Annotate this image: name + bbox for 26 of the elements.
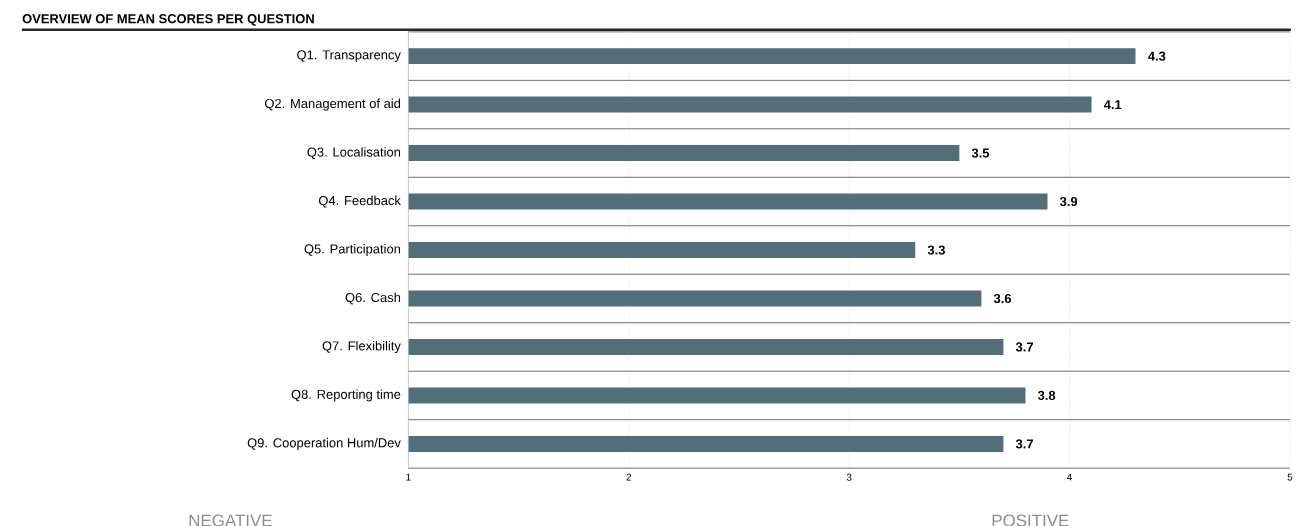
data-label: 4.3 — [1148, 51, 1166, 61]
text: POSITIVE — [992, 514, 1069, 526]
x-tick-label: 1 — [406, 473, 411, 481]
text: OVERVIEW OF MEAN SCORES PER QUESTION — [22, 13, 314, 26]
y-tick-label: Q8. Reporting time — [291, 389, 401, 402]
x-tick-label: 2 — [626, 473, 632, 481]
data-label: 3.5 — [971, 148, 990, 158]
y-tick-label: Q1. Transparency — [297, 50, 401, 62]
data-label: 3.7 — [1015, 439, 1034, 449]
y-tick-label: Q4. Feedback — [318, 195, 401, 208]
y-tick-label: Q5. Participation — [304, 243, 401, 256]
data-label: 3.6 — [993, 293, 1012, 303]
y-tick-label: Q2. Management of aid — [264, 98, 401, 111]
data-label: 3.3 — [927, 245, 945, 255]
x-tick-label: 4 — [1067, 473, 1073, 481]
y-tick-label: Q6. Cash — [345, 292, 401, 305]
x-tick-label: 3 — [846, 473, 852, 481]
text: NEGATIVE — [189, 514, 272, 526]
data-label: 3.8 — [1037, 390, 1056, 400]
data-label: 3.9 — [1059, 196, 1078, 206]
data-label: 4.1 — [1103, 99, 1122, 109]
x-tick-label: 5 — [1287, 473, 1293, 481]
data-label: 3.7 — [1015, 342, 1034, 352]
y-tick-label: Q9. Cooperation Hum/Dev — [247, 437, 401, 450]
y-tick-label: Q3. Localisation — [307, 146, 401, 159]
y-tick-label: Q7. Flexibility — [322, 340, 401, 353]
